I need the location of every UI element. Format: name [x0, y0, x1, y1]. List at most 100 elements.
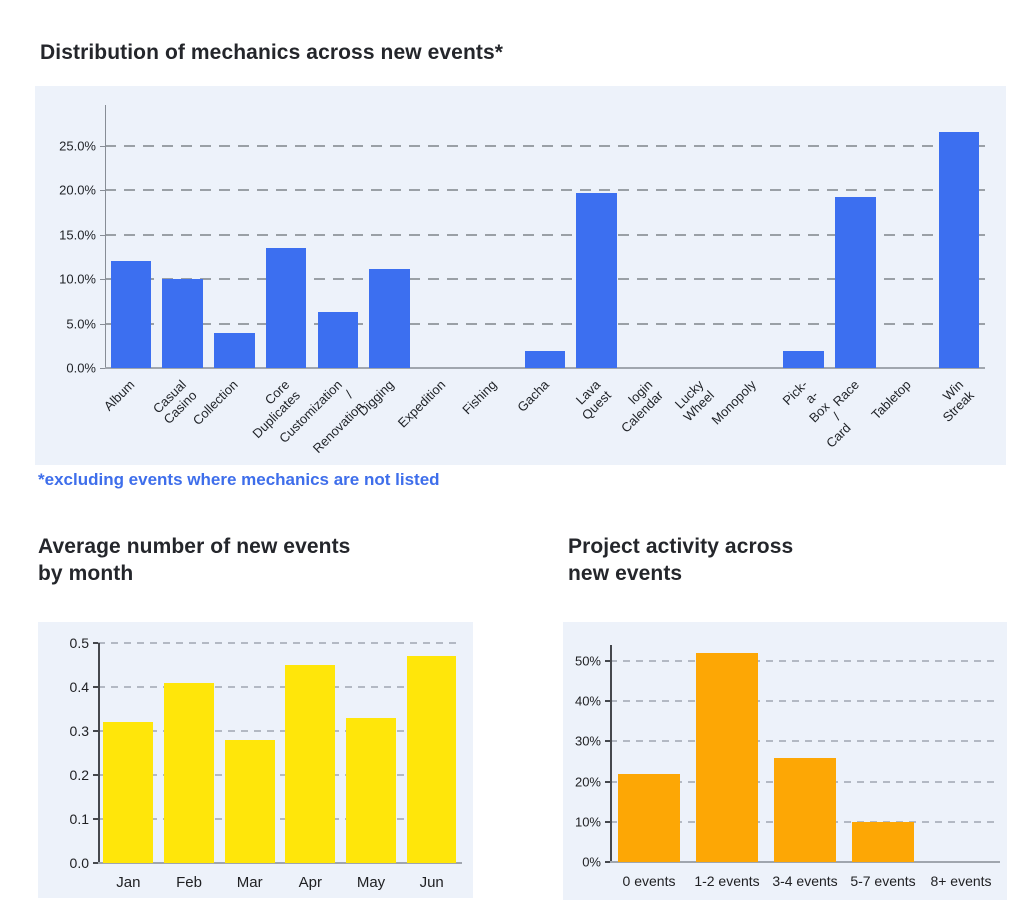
x-axis-label: 3-4 events [772, 873, 838, 889]
gridline [610, 740, 1000, 743]
y-axis-line [98, 643, 100, 863]
y-tick-mark [605, 700, 610, 703]
x-axis-label: 0 events [622, 873, 676, 889]
y-tick-mark [605, 740, 610, 743]
x-axis-labels: Album Casual Casino Collection Core Duplica… [101, 368, 985, 464]
monthly-chart-title: Average number of new events by month [38, 534, 458, 588]
bar-gacha [524, 351, 566, 368]
x-axis-label: Monopoly [708, 377, 759, 428]
mechanics-chart-footnote: *excluding events where mechanics are no… [38, 470, 440, 489]
y-tick-label: 0.5 [69, 635, 89, 651]
activity-chart: 0% 10% 20% 30% 40% 50% 0 events 1-2 events 3-4 e… [575, 645, 1000, 889]
x-axis-label: Jun [419, 874, 444, 891]
activity-chart-panel: 0% 10% 20% 30% 40% 50% 0 events 1-2 events 3-4 e… [563, 622, 1007, 900]
y-tick-mark [100, 234, 105, 236]
y-tick-mark [605, 861, 610, 863]
y-tick-label: 15.0% [59, 227, 96, 243]
bar-lava-quest [576, 192, 617, 368]
bar-1-2-events [696, 653, 758, 862]
x-axis-label: May [356, 874, 386, 891]
bar-core-duplicates [265, 248, 307, 368]
y-tick-label: 25.0% [59, 138, 96, 154]
y-tick-mark [605, 820, 610, 823]
gridline [105, 189, 985, 192]
x-axis-label: 8+ events [930, 873, 992, 889]
bar-collection [214, 333, 255, 368]
y-tick-mark [100, 190, 105, 192]
y-tick-mark [93, 642, 98, 644]
x-axis-label: Mar [236, 874, 263, 891]
bar-jun [406, 656, 457, 863]
monthly-chart: 0.0 0.1 0.2 0.3 0.4 0.5 Jan Feb Mar Apr May Jun [70, 636, 462, 891]
gridline [610, 660, 1000, 663]
monthly-chart-panel: 0.0 0.1 0.2 0.3 0.4 0.5 Jan Feb Mar Apr May Jun [38, 622, 473, 898]
bar-pick-a-box-card [783, 351, 824, 368]
x-axis-label: Gacha [513, 377, 552, 415]
bar-3-4-events [774, 757, 836, 862]
y-tick-label: 0.0 [69, 855, 89, 871]
y-axis-line [610, 645, 612, 862]
gridline [105, 322, 985, 325]
bar-casual-casino [162, 279, 203, 368]
x-axis-line [105, 367, 985, 369]
y-tick-label: 5.0% [66, 316, 96, 332]
gridline [105, 278, 985, 281]
x-axis-labels: Jan Feb Mar Apr May Jun [98, 863, 462, 891]
bar-5-7-events [852, 821, 914, 862]
y-tick-mark [605, 660, 610, 663]
x-axis-label: Tabletop [868, 377, 914, 423]
bar-album [110, 260, 152, 368]
y-tick-label: 10.0% [59, 271, 96, 287]
bar-0-events [618, 773, 680, 862]
x-axis-label: Collection [190, 377, 242, 428]
mechanics-chart-panel: 0.0% 5.0% 10.0% 15.0% 20.0% 25.0% Album Casual … [35, 86, 1006, 465]
x-axis-label: Feb [176, 874, 202, 891]
y-tick-label: 0.0% [66, 360, 96, 376]
y-tick-mark [100, 323, 105, 325]
y-tick-mark [93, 730, 98, 732]
y-tick-label: 40% [574, 693, 601, 709]
y-tick-label: 20% [574, 774, 601, 790]
y-tick-label: 0% [582, 854, 601, 870]
y-tick-mark [100, 368, 105, 369]
bars-area [98, 643, 462, 863]
x-axis-label: Fishing [459, 377, 500, 418]
y-tick-mark [605, 780, 610, 783]
y-tick-label: 0.3 [69, 723, 89, 739]
bar-race [835, 197, 876, 368]
bars-area [105, 105, 985, 368]
y-tick-label: 30% [574, 733, 601, 749]
x-axis-label: login Calendar [618, 377, 666, 436]
y-tick-mark [100, 279, 105, 281]
gridline [610, 700, 1000, 703]
activity-chart-title: Project activity across new events [568, 534, 988, 588]
monthly-chart-title-line2: by month [38, 561, 134, 585]
gridline [105, 144, 985, 147]
y-tick-label: 0.1 [69, 811, 89, 827]
x-axis-label: Race [830, 377, 863, 410]
bar-feb [164, 682, 214, 863]
y-tick-mark [100, 145, 105, 147]
bars-area [610, 645, 1000, 862]
x-axis-label: Jan [116, 874, 141, 891]
bar-jan [103, 722, 154, 863]
x-axis-line [98, 862, 462, 864]
bar-may [346, 717, 396, 863]
bar-mar [224, 739, 275, 863]
gridline [98, 774, 462, 776]
gridline [98, 730, 462, 732]
gridline [98, 686, 462, 688]
y-tick-label: 0.4 [69, 679, 89, 695]
mechanics-chart: 0.0% 5.0% 10.0% 15.0% 20.0% 25.0% Album Casual … [59, 105, 985, 456]
gridline [98, 818, 462, 820]
y-tick-label: 0.2 [69, 767, 89, 783]
y-tick-mark [93, 862, 98, 864]
x-axis-label: Digging [354, 377, 397, 419]
x-axis-labels: 0 events 1-2 events 3-4 events 5-7 events 8+… [610, 862, 1000, 889]
x-axis-label: Apr [298, 874, 323, 891]
gridline [105, 233, 985, 236]
bar-customization-renovation [317, 312, 359, 368]
bar-apr [285, 665, 336, 863]
y-tick-label: 20.0% [59, 182, 96, 198]
